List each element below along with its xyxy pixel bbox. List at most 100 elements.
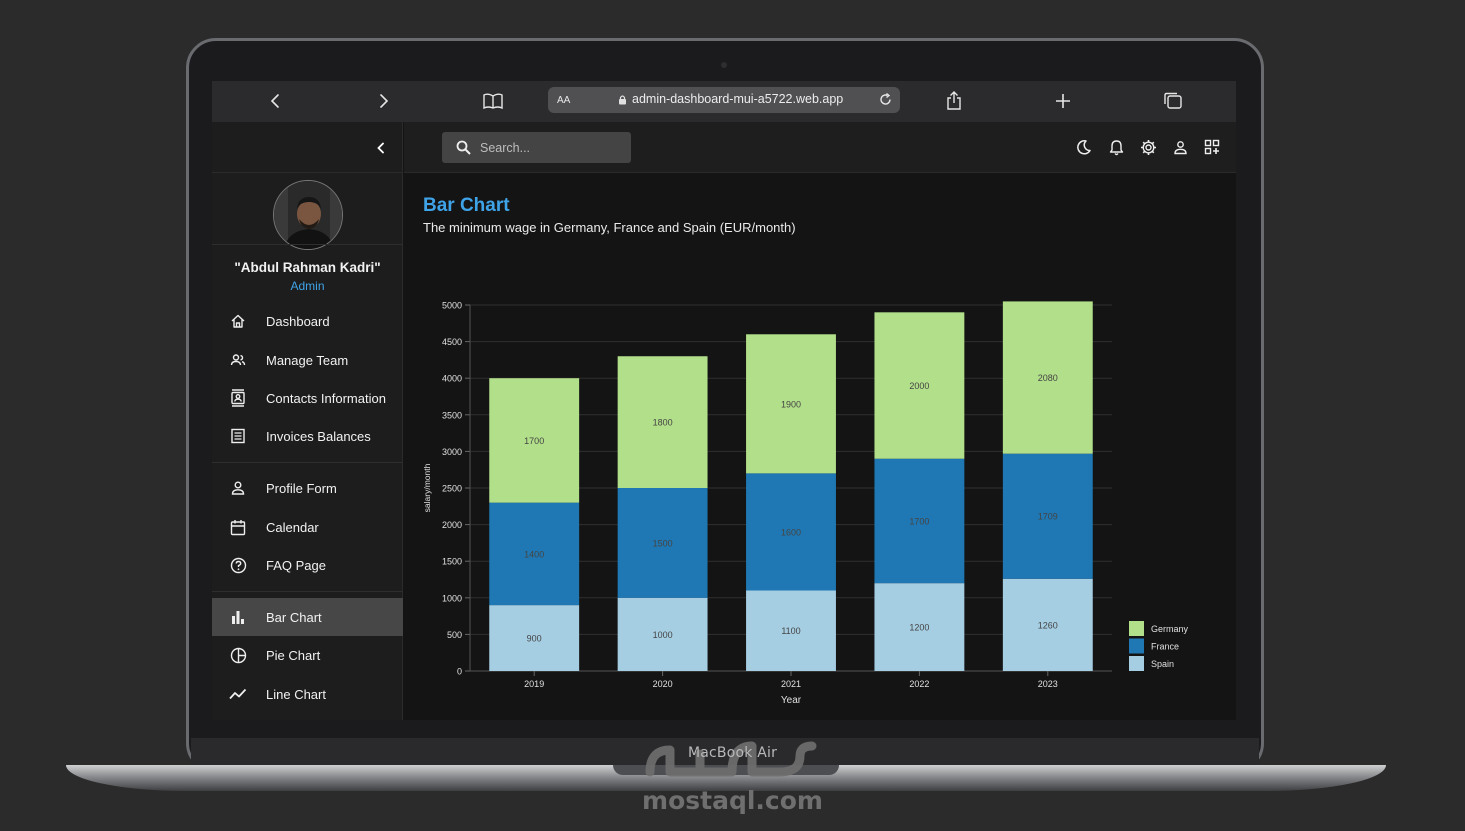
tabs-icon: [1164, 92, 1182, 109]
bar-value-label: 1709: [1038, 512, 1058, 522]
bar-value-label: 2000: [909, 381, 929, 391]
legend-label: Germany: [1151, 624, 1189, 634]
share-button[interactable]: [939, 87, 969, 115]
notifications-icon: [1109, 139, 1123, 155]
sidebar: "Abdul Rahman Kadri" Admin Dashboard Man…: [212, 122, 403, 720]
x-tick-label: 2020: [653, 679, 673, 689]
x-tick-label: 2023: [1038, 679, 1058, 689]
sidebar-item-faq[interactable]: FAQ Page: [212, 546, 403, 584]
y-tick-label: 500: [447, 630, 462, 640]
apps-button[interactable]: [1202, 137, 1222, 157]
y-tick-label: 5000: [442, 301, 462, 311]
bar-segment-france: [874, 458, 965, 584]
x-tick-label: 2022: [909, 679, 929, 689]
y-tick-label: 4000: [442, 374, 462, 384]
bookmarks-button[interactable]: [478, 87, 508, 115]
bar-value-label: 900: [527, 634, 542, 644]
search-box[interactable]: [442, 132, 631, 163]
sidebar-divider: [212, 462, 403, 463]
browser-toolbar: AA admin-dashboard-mui-a5722.web.app: [212, 81, 1236, 122]
sidebar-item-bar-chart[interactable]: Bar Chart: [212, 598, 403, 636]
bar-segment-germany: [746, 334, 836, 474]
legend-swatch-germany: [1129, 621, 1144, 636]
bar-segment-germany: [489, 378, 580, 503]
bar-segment-france: [746, 473, 836, 591]
sidebar-item-line-chart[interactable]: Line Chart: [212, 675, 403, 713]
y-tick-label: 3000: [442, 447, 462, 457]
home-icon: [229, 312, 247, 330]
laptop-chin: [191, 738, 1259, 768]
notifications-button[interactable]: [1106, 137, 1126, 157]
dark-mode-toggle[interactable]: [1074, 137, 1094, 157]
bar-chart: 0 500 1000 1500 2000 2500 3000 3500 4000 4500 5000…: [422, 301, 1189, 707]
page-title: Bar Chart: [423, 195, 510, 216]
tabs-overview-button[interactable]: [1158, 87, 1188, 115]
legend-label: France: [1151, 642, 1179, 652]
profile-button[interactable]: [1170, 137, 1190, 157]
back-button[interactable]: [260, 87, 290, 115]
chevron-left-icon: [377, 142, 384, 154]
main-content: Bar Chart The minimum wage in Germany, F…: [404, 173, 1236, 720]
bar-value-label: 1600: [781, 527, 801, 537]
sidebar-item-label: Profile Form: [266, 480, 337, 496]
sidebar-item-label: Invoices Balances: [266, 428, 371, 444]
sidebar-item-label: Bar Chart: [266, 609, 322, 625]
new-tab-button[interactable]: [1048, 87, 1078, 115]
address-bar[interactable]: AA admin-dashboard-mui-a5722.web.app: [548, 87, 900, 113]
bar-segment-spain: [489, 605, 580, 671]
chevron-left-icon: [270, 94, 279, 108]
pie-chart-icon: [229, 646, 247, 664]
screen: AA admin-dashboard-mui-a5722.web.app: [212, 81, 1236, 720]
receipt-icon: [229, 427, 247, 445]
bar-segment-france: [617, 488, 708, 598]
book-icon: [483, 93, 503, 110]
chevron-right-icon: [380, 94, 389, 108]
bar-segment-france: [1002, 453, 1093, 579]
y-tick-label: 4500: [442, 337, 462, 347]
sidebar-item-calendar[interactable]: Calendar: [212, 508, 403, 546]
bar-segment-germany: [874, 312, 965, 459]
avatar-photo: [274, 181, 342, 249]
bar-segment-spain: [1002, 578, 1093, 671]
sidebar-item-manage-team[interactable]: Manage Team: [212, 341, 403, 379]
y-tick-label: 3500: [442, 410, 462, 420]
sidebar-item-label: FAQ Page: [266, 557, 326, 573]
search-input[interactable]: [480, 139, 620, 157]
share-icon: [947, 91, 961, 110]
avatar: [273, 180, 343, 250]
apps-icon: [1204, 139, 1220, 155]
sidebar-item-invoices[interactable]: Invoices Balances: [212, 417, 403, 455]
search-icon: [456, 140, 471, 155]
bar-value-label: 1100: [781, 626, 800, 636]
contacts-icon: [229, 389, 247, 407]
sidebar-item-label: Line Chart: [266, 686, 326, 702]
bar-value-label: 1200: [909, 623, 929, 633]
forward-button[interactable]: [369, 87, 399, 115]
sidebar-item-label: Pie Chart: [266, 647, 321, 663]
sidebar-item-profile-form[interactable]: Profile Form: [212, 469, 403, 507]
sidebar-item-label: Calendar: [266, 519, 319, 535]
bar-segment-spain: [874, 583, 965, 671]
settings-button[interactable]: [1138, 137, 1158, 157]
bar-value-label: 1000: [653, 630, 673, 640]
line-chart-icon: [229, 685, 247, 703]
people-icon: [229, 351, 247, 369]
bar-segment-germany: [617, 356, 708, 488]
sidebar-item-pie-chart[interactable]: Pie Chart: [212, 636, 403, 674]
sidebar-item-contacts[interactable]: Contacts Information: [212, 379, 403, 417]
settings-icon: [1140, 139, 1156, 155]
bar-value-label: 1700: [524, 436, 544, 446]
collapse-sidebar-button[interactable]: [371, 138, 391, 158]
x-tick-label: 2021: [781, 679, 801, 689]
person-icon: [229, 479, 247, 497]
text-size-button[interactable]: AA: [557, 95, 571, 106]
mostaql-logo-watermark: [645, 741, 817, 777]
macbook-model-label: MacBook Air: [687, 745, 778, 761]
legend-label: Spain: [1151, 659, 1174, 669]
user-name: "Abdul Rahman Kadri": [234, 260, 381, 275]
sidebar-item-dashboard[interactable]: Dashboard: [212, 302, 403, 340]
sidebar-item-label: Manage Team: [266, 352, 349, 368]
sidebar-item-label: Dashboard: [266, 313, 330, 329]
topbar: [404, 122, 1236, 173]
reload-icon[interactable]: [878, 92, 893, 107]
